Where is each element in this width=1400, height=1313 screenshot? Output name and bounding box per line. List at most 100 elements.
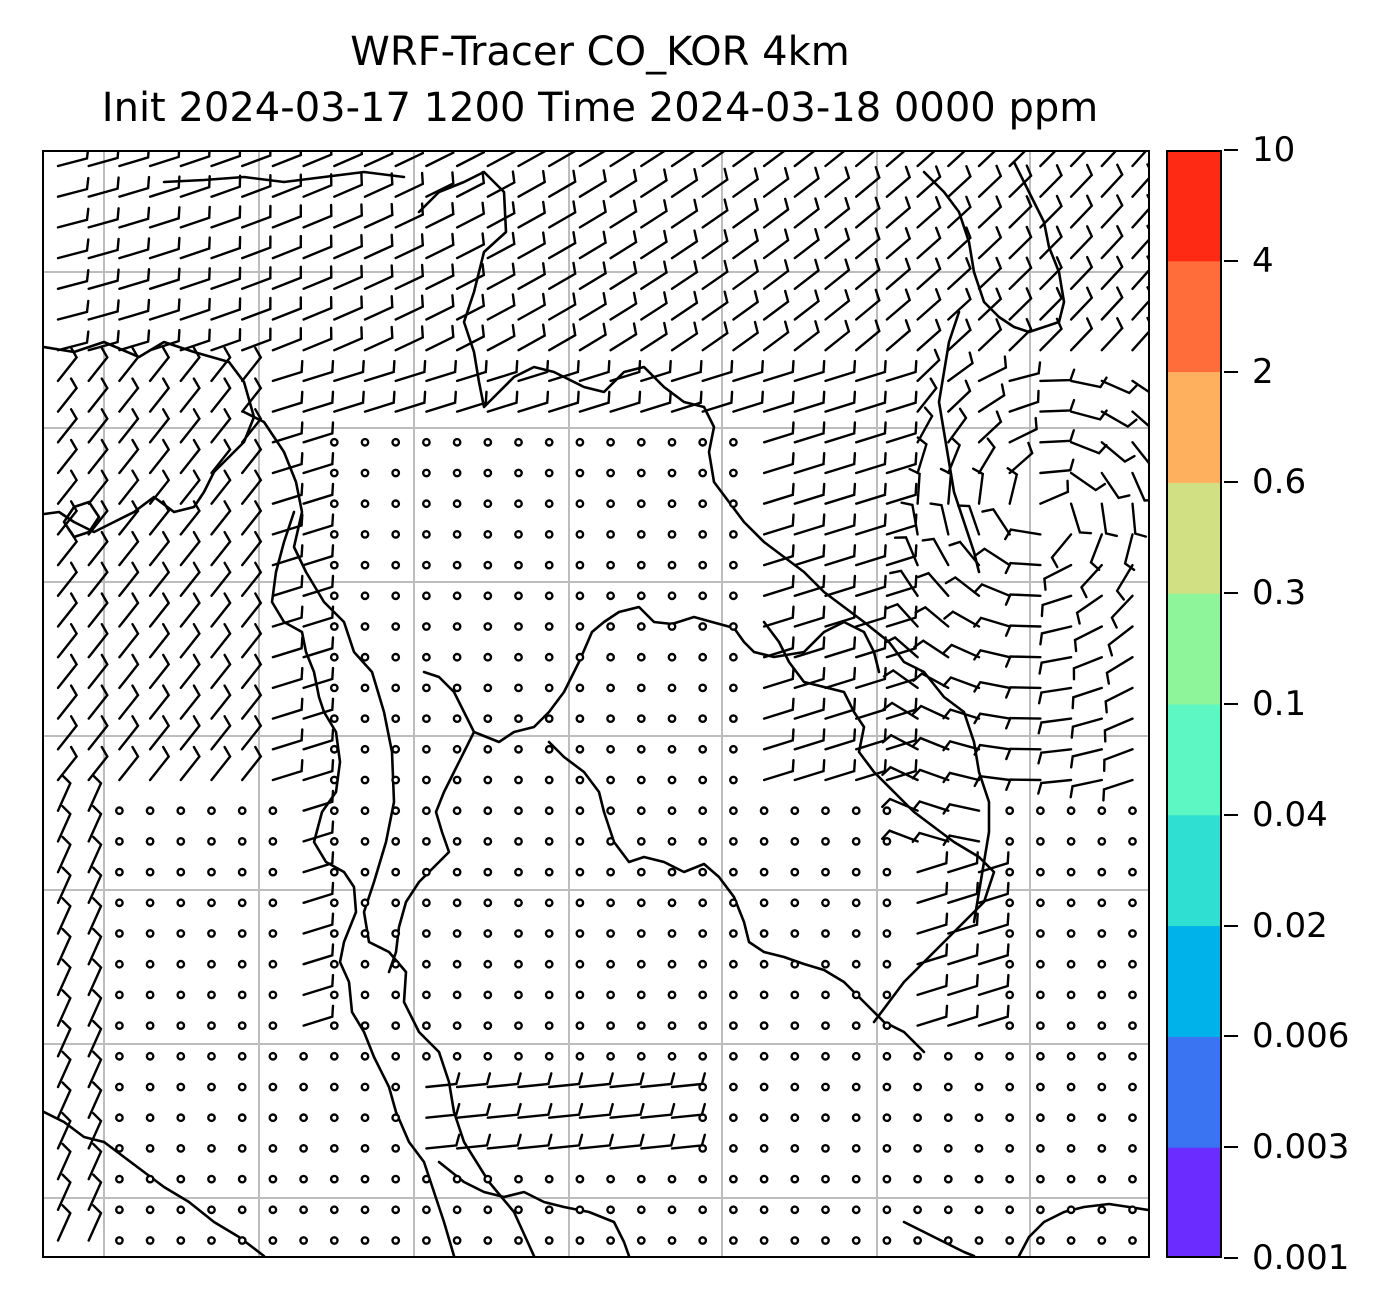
calm-marker [698,560,708,570]
wind-barb [1008,287,1033,321]
calm-marker [391,591,401,601]
calm-marker [974,1113,984,1123]
calm-marker [207,898,216,908]
wind-barb [179,152,211,168]
calm-marker [636,744,646,754]
wind-barb [148,623,171,659]
calm-marker [452,714,462,723]
calm-marker [1128,959,1137,969]
wind-barb [87,500,109,536]
wind-barb [302,574,335,597]
wind-barb [271,296,302,321]
calm-marker [391,1082,401,1092]
wind-barb [87,268,120,290]
calm-marker [360,929,370,938]
calm-marker [821,867,830,877]
wind-barb [1039,286,1063,321]
calm-marker [544,529,554,539]
wind-barb [1008,195,1033,229]
wind-barb [425,390,457,413]
calm-marker [882,1236,892,1245]
wind-barb [947,407,968,444]
calm-marker [268,990,278,1000]
calm-marker [207,1113,216,1123]
wind-barb [1039,398,1076,413]
wind-barb [947,287,972,321]
wind-barb [302,1004,335,1027]
calm-marker [360,1082,370,1092]
wind-barb [762,759,795,782]
wind-barb [885,152,906,168]
colorbar-tick [1224,813,1238,816]
wind-barb [882,701,919,720]
wind-barb [87,989,103,1027]
calm-marker [544,867,554,877]
map-panel[interactable] [42,150,1150,1258]
calm-marker [544,1205,554,1215]
wind-barb [578,390,611,413]
wind-barb [793,636,826,659]
calm-marker [913,1205,922,1215]
wind-barb [333,390,365,413]
wind-barb [87,623,109,659]
wind-barb [517,1102,553,1119]
calm-marker [299,1113,308,1123]
wind-barb [974,547,1011,567]
calm-marker [636,652,646,662]
wind-barb [855,421,887,444]
wind-barb [640,229,668,260]
wind-barb [118,530,140,567]
wind-barb [908,467,921,505]
wind-barb [241,296,272,321]
calm-marker [176,1021,186,1030]
calm-marker [145,1082,155,1092]
calm-marker [329,775,339,785]
calm-marker [452,898,462,908]
calm-marker [176,837,186,846]
calm-marker [391,1236,401,1245]
wind-barb [885,759,918,782]
calm-marker [606,1236,615,1245]
wind-barb [1100,471,1131,500]
calm-marker [1066,959,1076,969]
wind-barb [1037,717,1073,735]
calm-marker [698,1174,708,1184]
wind-barb [56,1112,72,1150]
wind-barb [425,1133,461,1150]
colorbar-tick [1224,481,1238,484]
calm-marker [115,1113,124,1123]
calm-marker [115,806,124,816]
wind-barb [882,668,919,690]
wind-barb [855,288,881,321]
calm-marker [207,806,216,816]
wind-barb [855,258,881,290]
wind-barb [56,530,79,567]
wind-barb [855,196,881,229]
wind-barb [973,582,1011,597]
calm-marker [207,929,216,938]
wind-barb [333,295,364,321]
wind-barb-map [44,152,1148,1256]
calm-marker [606,959,615,969]
wind-barb [1039,368,1076,383]
wind-barb [762,666,795,690]
calm-marker [851,929,861,938]
wind-barb [1100,152,1117,168]
calm-marker [299,1236,308,1245]
wind-barb [302,789,335,812]
wind-barb [793,513,826,536]
wind-barb [394,359,427,383]
calm-marker [606,652,615,662]
wind-barb [548,152,576,168]
wind-barb [762,390,795,413]
wind-barb [425,202,455,229]
wind-barb [640,152,666,168]
wind-barb [302,203,333,229]
calm-marker [329,714,339,723]
wind-barb [210,653,232,690]
calm-marker [145,929,155,938]
wind-barb [1008,225,1033,260]
wind-barb [885,482,918,505]
coastlines [44,160,1148,1256]
calm-marker [514,929,523,938]
